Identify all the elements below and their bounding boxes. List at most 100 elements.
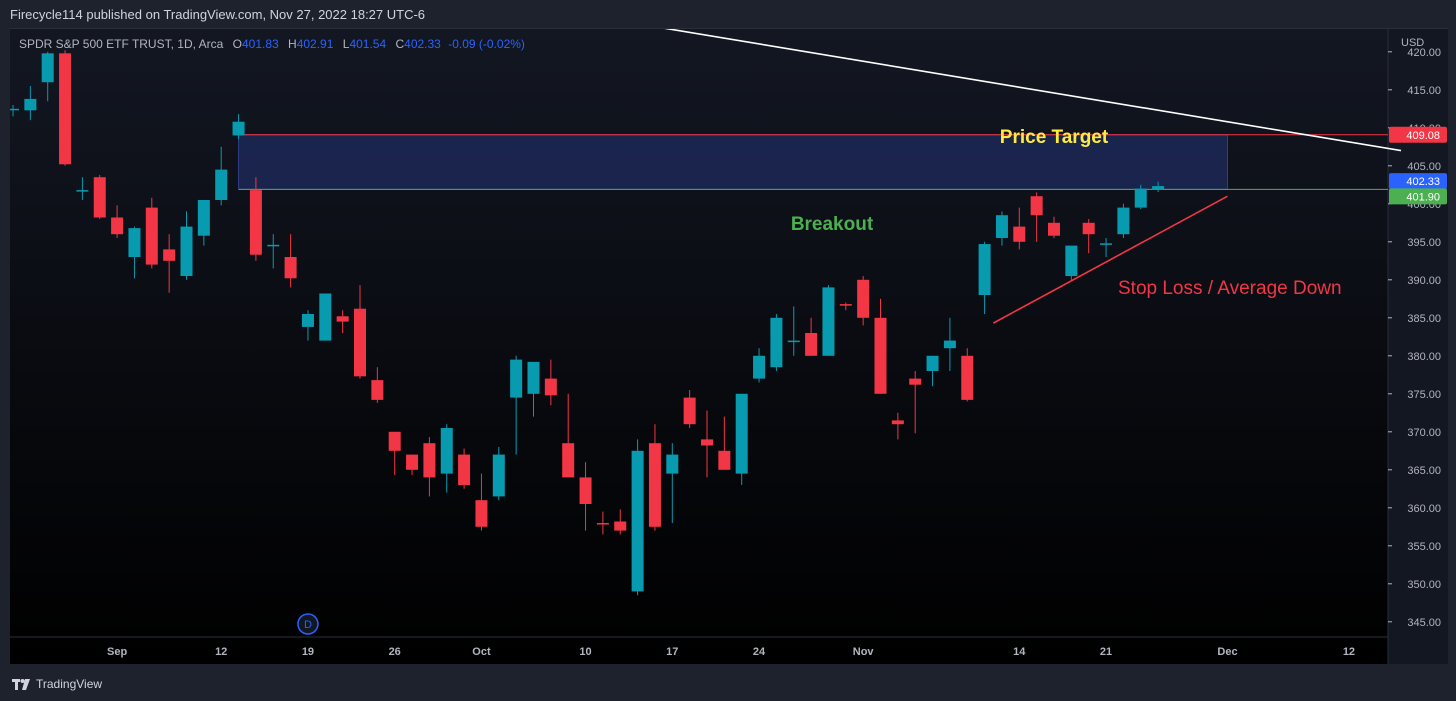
candle <box>423 437 436 497</box>
brand[interactable]: TradingView <box>12 677 102 691</box>
candle <box>284 234 297 288</box>
candle-body <box>891 420 904 425</box>
candle <box>336 310 349 333</box>
candle-body <box>197 200 210 236</box>
candle <box>735 393 748 485</box>
candle-body <box>666 454 679 474</box>
candle-body <box>354 308 366 377</box>
bottom-bar: TradingView <box>0 664 1456 701</box>
y-tick-label: 350.00 <box>1407 579 1441 591</box>
dividend-marker: D <box>297 613 319 635</box>
y-tick-label: 390.00 <box>1407 275 1441 287</box>
candle-body <box>1134 188 1147 208</box>
x-tick-label: 17 <box>666 646 678 658</box>
candle <box>458 448 471 489</box>
candles <box>10 50 1165 596</box>
price-label-text: 409.08 <box>1406 130 1440 142</box>
candle <box>111 205 124 238</box>
candle <box>319 293 332 341</box>
candle <box>770 314 783 371</box>
candle-body <box>648 443 661 527</box>
candle-body <box>406 454 419 470</box>
candle <box>562 393 575 478</box>
candle <box>24 86 37 121</box>
candle-body <box>1152 186 1165 190</box>
y-tick-label: 415.00 <box>1407 85 1441 97</box>
x-tick-label: Nov <box>853 646 875 658</box>
candle-body <box>718 450 731 470</box>
candle <box>406 454 419 476</box>
candle <box>943 317 956 371</box>
candle <box>1100 238 1113 257</box>
chart-area[interactable]: USD 345.00 350.00 355.00 360.00 365.00 370.00 3… <box>10 28 1448 665</box>
low-label: L <box>342 37 350 51</box>
candle-body <box>874 317 887 394</box>
candle-body <box>1100 243 1113 245</box>
y-tick-label: 345.00 <box>1407 617 1441 629</box>
top-bar: Firecycle114 published on TradingView.co… <box>0 0 1456 28</box>
candle <box>874 298 887 394</box>
candle-body <box>76 190 89 192</box>
dividend-marker-circle <box>297 613 319 635</box>
x-tick-label: Oct <box>472 646 491 658</box>
candle <box>648 424 661 531</box>
candle <box>995 211 1008 246</box>
candle <box>683 390 696 428</box>
candle <box>388 431 401 476</box>
candle <box>215 146 228 206</box>
candle <box>926 355 939 387</box>
open-value: 401.83 <box>241 37 279 51</box>
candle-body <box>1065 245 1078 276</box>
candle-body <box>319 293 332 341</box>
candle <box>145 197 158 269</box>
open-label: O <box>232 37 242 51</box>
candle-body <box>1030 196 1043 216</box>
candle-body <box>943 340 956 349</box>
candle-body <box>822 287 835 356</box>
candle <box>76 177 89 200</box>
candle <box>579 462 592 531</box>
y-tick-label: 385.00 <box>1407 313 1441 325</box>
candle <box>1065 245 1078 280</box>
candle <box>1117 203 1130 238</box>
candle <box>666 443 679 523</box>
symbol-legend: SPDR S&P 500 ETF TRUST, 1D, Arca O401.83… <box>19 37 525 51</box>
candle-body <box>544 378 557 396</box>
price-label-price-target: 409.08 <box>1389 126 1447 143</box>
x-tick-label: 26 <box>389 646 401 658</box>
candle <box>93 174 106 219</box>
candle-body <box>510 359 523 398</box>
candle-body <box>961 355 974 400</box>
time-axis: Sep 12 19 26 Oct 10 17 24 Nov 14 21 Dec 12 <box>10 636 1388 658</box>
currency-label: USD <box>1401 37 1424 49</box>
candle-body <box>1013 226 1026 242</box>
candle-body <box>614 521 627 531</box>
candle <box>371 367 384 403</box>
x-tick-label: 14 <box>1013 646 1026 658</box>
candlestick-chart[interactable]: USD 345.00 350.00 355.00 360.00 365.00 370.00 3… <box>10 29 1448 665</box>
annotation-stop-loss: Stop Loss / Average Down <box>1118 278 1342 299</box>
y-tick-label: 375.00 <box>1407 389 1441 401</box>
candle-body <box>24 98 37 111</box>
support-trendline <box>992 195 1228 324</box>
candle-body <box>111 217 124 235</box>
candle-body <box>145 207 158 265</box>
candle-body <box>440 428 453 474</box>
y-tick-label: 370.00 <box>1407 427 1441 439</box>
price-label-bg <box>1389 173 1447 190</box>
candle-body <box>995 215 1008 238</box>
low-value: 401.54 <box>349 37 387 51</box>
candle-body <box>753 355 766 379</box>
candle-body <box>423 443 436 478</box>
candle <box>232 114 245 140</box>
candle <box>909 371 922 434</box>
candle <box>753 348 766 383</box>
candle-body <box>371 380 384 400</box>
candle <box>1134 184 1147 210</box>
candle-body <box>596 523 609 525</box>
annotation-price-target: Price Target <box>1000 127 1109 148</box>
symbol-title: SPDR S&P 500 ETF TRUST, 1D, Arca <box>19 37 224 51</box>
candle <box>544 359 557 406</box>
high-value: 402.91 <box>296 37 334 51</box>
candle <box>1013 207 1026 250</box>
